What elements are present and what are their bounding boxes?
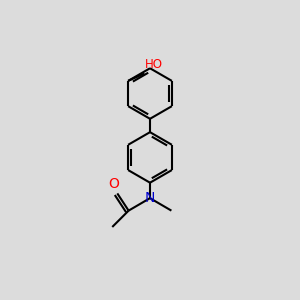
- Text: N: N: [145, 191, 155, 205]
- Text: O: O: [108, 177, 119, 191]
- Text: HO: HO: [145, 58, 163, 71]
